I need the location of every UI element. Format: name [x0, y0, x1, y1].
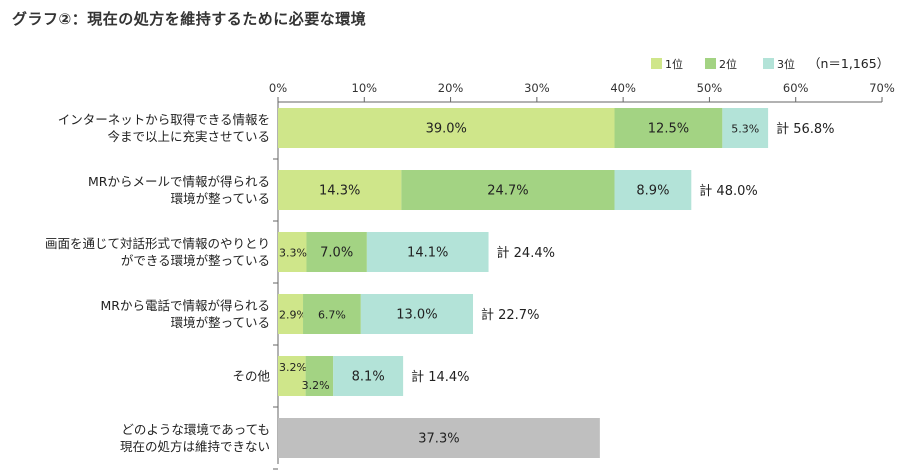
x-tick-label: 60% — [783, 81, 809, 95]
bars: 39.0% 12.5% 5.3% 計 56.8% 14.3% 24.7% 8.9% 計 48.… — [278, 108, 835, 458]
bar-value-label: 6.7% — [318, 309, 346, 322]
total-label: 計 24.4% — [497, 245, 555, 261]
x-tick-label: 30% — [524, 81, 550, 95]
bar-value-label: 12.5% — [648, 122, 689, 137]
x-tick-label: 10% — [352, 81, 378, 95]
bar-segment — [278, 108, 615, 148]
bar-value-label: 3.2% — [302, 379, 330, 392]
bar-segment — [305, 356, 334, 396]
bar-value-label: 39.0% — [426, 122, 467, 137]
total-label: 計 56.8% — [776, 121, 834, 137]
bar-segment — [333, 356, 404, 396]
bar-value-label: 24.7% — [487, 184, 528, 199]
bar-value-label: 13.0% — [396, 308, 437, 323]
total-label: 計 14.4% — [411, 369, 469, 385]
bar-segment — [614, 170, 692, 210]
bar-segment — [401, 170, 615, 210]
bar-segment — [278, 170, 402, 210]
bar-value-label: 14.3% — [319, 184, 360, 199]
total-label: 計 48.0% — [699, 183, 757, 199]
bar-value-label: 7.0% — [320, 246, 353, 261]
category-label: どのような環境であっても — [121, 422, 270, 437]
bar-segment — [278, 232, 307, 272]
category-label: 今まで以上に充実させている — [107, 129, 270, 144]
bar-segment — [278, 418, 600, 458]
x-tick-label: 50% — [697, 81, 723, 95]
chart-title: グラフ②：現在の処方を維持するために必要な環境 — [12, 10, 367, 28]
category-label: 画面を通じて対話形式で情報のやりとり — [45, 236, 270, 251]
bar-segment — [366, 232, 489, 272]
legend-label-3: 3位 — [777, 57, 795, 71]
category-label: ができる環境が整っている — [121, 253, 270, 268]
category-label: 環境が整っている — [171, 191, 270, 206]
bar-value-label: 3.2% — [279, 361, 307, 374]
category-label: 現在の処方は維持できない — [120, 439, 270, 454]
bar-segment — [722, 108, 769, 148]
legend-note: （n＝1,165） — [808, 56, 889, 71]
x-tick-label: 20% — [438, 81, 464, 95]
legend-swatch-2 — [705, 58, 716, 69]
total-label: 計 22.7% — [481, 307, 539, 323]
category-label: インターネットから取得できる情報を — [58, 112, 270, 127]
bar-value-label: 14.1% — [407, 246, 448, 261]
bar-value-label: 5.3% — [731, 123, 759, 136]
category-label: MRからメールで情報が得られる — [88, 174, 270, 189]
x-tick-label: 0% — [269, 81, 287, 95]
x-tick-label: 40% — [610, 81, 636, 95]
bar-segment — [306, 232, 367, 272]
category-label: 環境が整っている — [171, 315, 270, 330]
category-label: その他 — [232, 369, 270, 384]
bar-value-label: 2.9% — [279, 309, 307, 322]
bar-segment — [614, 108, 723, 148]
x-axis: 0% 10% 20% 30% 40% 50% 60% 70% — [269, 81, 895, 470]
legend: 1位 2位 3位 （n＝1,165） — [651, 56, 889, 71]
bar-segment — [303, 294, 361, 334]
bar-segment — [360, 294, 474, 334]
bar-value-label: 8.1% — [352, 370, 385, 385]
bar-value-label: 37.3% — [418, 432, 459, 447]
legend-label-2: 2位 — [719, 57, 737, 71]
category-label: MRから電話で情報が得られる — [101, 298, 270, 313]
x-tick-label: 70% — [869, 81, 895, 95]
bar-value-label: 8.9% — [636, 184, 669, 199]
legend-swatch-1 — [651, 58, 662, 69]
bar-segment — [278, 294, 304, 334]
bar-value-label: 3.3% — [279, 247, 307, 260]
bar-segment — [278, 356, 306, 396]
legend-label-1: 1位 — [665, 57, 683, 71]
legend-swatch-3 — [763, 58, 774, 69]
